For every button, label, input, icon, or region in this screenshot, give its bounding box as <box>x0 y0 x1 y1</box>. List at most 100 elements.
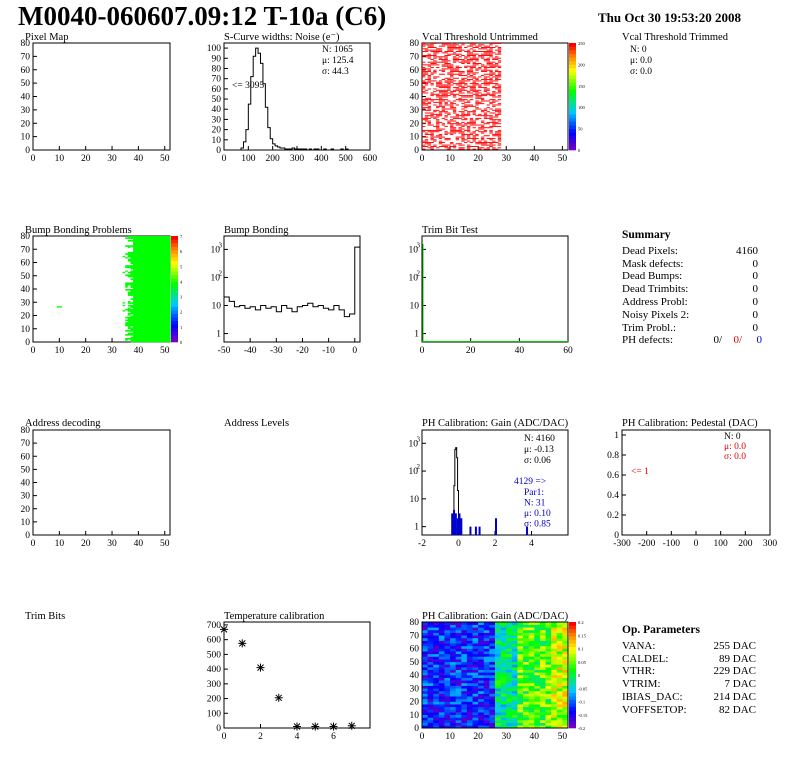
heatmap-cell <box>500 659 507 663</box>
heatmap-cell <box>466 712 473 716</box>
heatmap-cell <box>500 629 507 633</box>
heatmap-cell <box>156 278 160 281</box>
heatmap-cell <box>545 637 552 641</box>
heatmap-cell <box>433 77 437 79</box>
heatmap-cell <box>511 677 518 681</box>
heatmap-cell <box>151 274 155 277</box>
heatmap-cell <box>511 643 518 647</box>
heatmap-cell <box>167 312 171 315</box>
heatmap-cell <box>441 111 446 113</box>
heatmap-cell <box>534 667 541 670</box>
ph-gain-par1-bar <box>460 518 463 535</box>
heatmap-cell <box>127 308 131 311</box>
heatmap-cell <box>162 311 166 314</box>
heatmap-cell <box>478 680 485 684</box>
heatmap-cell <box>438 682 445 686</box>
ph-gain-map-palette-cell <box>569 657 576 662</box>
heatmap-cell <box>486 135 490 137</box>
heatmap-cell <box>500 680 507 684</box>
heatmap-cell <box>511 667 518 670</box>
heatmap-cell <box>162 320 166 323</box>
heatmap-cell <box>472 685 479 689</box>
heatmap-cell <box>478 637 485 641</box>
heatmap-cell <box>461 80 465 82</box>
heatmap-cell <box>159 270 163 273</box>
heatmap-cell <box>148 237 152 239</box>
heatmap-cell <box>517 701 524 705</box>
heatmap-cell <box>146 249 150 251</box>
heatmap-cell <box>162 336 166 339</box>
heatmap-cell <box>427 629 434 633</box>
heatmap-cell <box>427 129 431 131</box>
heatmap-cell <box>469 96 474 98</box>
heatmap-cell <box>472 629 479 633</box>
heatmap-cell <box>464 75 468 77</box>
heatmap-cell <box>430 132 434 134</box>
heatmap-cell <box>141 311 144 314</box>
heatmap-cell <box>135 340 139 343</box>
heatmap-cell <box>427 77 431 79</box>
heatmap-cell <box>164 245 168 247</box>
heatmap-cell <box>500 664 507 668</box>
heatmap-cell <box>167 243 171 246</box>
heatmap-cell <box>156 259 160 262</box>
op-param-value: 7 DAC <box>724 678 756 691</box>
heatmap-cell <box>472 717 479 721</box>
heatmap-cell <box>424 139 429 141</box>
heatmap-cell <box>143 269 147 271</box>
heatmap-cell <box>424 71 429 73</box>
heatmap-cell <box>143 249 147 251</box>
heatmap-cell <box>154 300 158 303</box>
heatmap-cell <box>450 675 456 678</box>
heatmap-cell <box>472 137 476 139</box>
heatmap-cell <box>135 269 139 271</box>
heatmap-cell <box>489 56 493 58</box>
heatmap-cell <box>506 643 513 647</box>
heatmap-cell <box>162 282 166 284</box>
heatmap-cell <box>475 119 479 121</box>
heatmap-cell <box>424 89 429 91</box>
heatmap-cell <box>138 239 142 242</box>
heatmap-cell <box>162 239 166 242</box>
heatmap-cell <box>495 690 501 694</box>
heatmap-cell <box>438 112 443 114</box>
heatmap-cell <box>162 290 166 292</box>
heatmap-cell <box>427 57 431 59</box>
heatmap-cell <box>143 266 147 269</box>
heatmap-cell <box>483 117 488 119</box>
heatmap-cell <box>480 79 485 81</box>
heatmap-cell <box>433 99 437 101</box>
heatmap-cell <box>159 307 163 310</box>
heatmap-cell <box>506 696 513 700</box>
heatmap-cell <box>162 287 166 290</box>
heatmap-cell <box>159 294 163 296</box>
y-tick-label: 10 <box>410 495 420 505</box>
heatmap-cell <box>436 128 440 130</box>
y-tick-exponent: 3 <box>417 241 421 249</box>
heatmap-cell <box>455 693 462 697</box>
heatmap-cell <box>433 675 440 678</box>
heatmap-cell <box>151 283 155 286</box>
heatmap-cell <box>497 108 502 110</box>
heatmap-cell <box>506 701 513 705</box>
heatmap-cell <box>517 645 524 649</box>
heatmap-cell <box>534 622 541 625</box>
heatmap-cell <box>427 123 431 125</box>
ph-gain-series-line <box>452 447 460 535</box>
heatmap-cell <box>545 706 552 710</box>
y-tick-label: 70 <box>410 52 420 62</box>
heatmap-cell <box>483 112 488 114</box>
heatmap-cell <box>452 61 457 63</box>
heatmap-cell <box>483 675 490 678</box>
heatmap-cell <box>517 717 524 721</box>
heatmap-cell <box>495 133 499 135</box>
address-decoding-title: Address decoding <box>25 418 101 429</box>
heatmap-cell <box>146 237 150 239</box>
heatmap-cell <box>455 139 460 141</box>
heatmap-cell <box>495 123 499 125</box>
y-tick-label: 0 <box>216 146 221 156</box>
heatmap-cell <box>148 319 152 322</box>
heatmap-cell <box>162 249 166 251</box>
heatmap-cell <box>148 262 152 265</box>
heatmap-cell <box>143 275 147 278</box>
